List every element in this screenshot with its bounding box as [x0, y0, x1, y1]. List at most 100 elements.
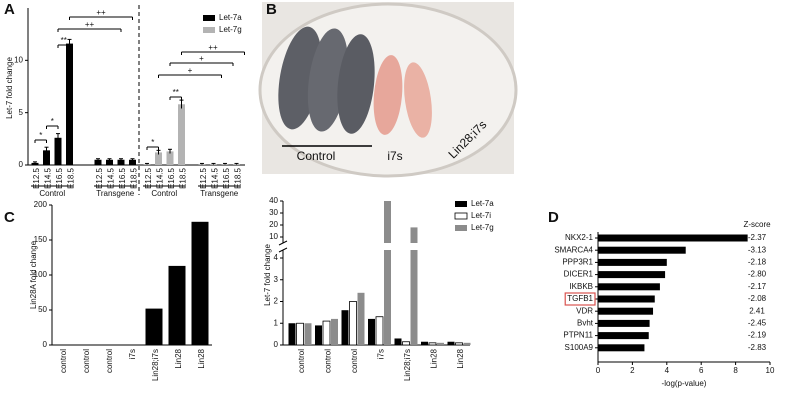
bar [368, 318, 375, 345]
bar [166, 151, 174, 165]
bar [410, 227, 418, 345]
bar [94, 159, 102, 165]
x-tick-label: E18.5 [130, 167, 139, 188]
bar [598, 332, 649, 340]
bar [402, 341, 410, 346]
bar [375, 316, 384, 346]
legend-swatch [455, 201, 467, 207]
y-tick-label: 0 [19, 160, 24, 169]
panel-letter: A [4, 1, 15, 18]
y-tick-label: Bvht [577, 319, 594, 328]
panel-letter: D [548, 209, 559, 226]
bar [168, 265, 186, 345]
y-tick-label: 30 [269, 208, 278, 217]
y-tick-label: 10 [14, 55, 23, 64]
x-tick-label: 8 [733, 366, 738, 375]
legend-swatch [203, 15, 215, 21]
legend-label: Let-7g [471, 223, 494, 232]
bar [428, 342, 437, 346]
legend-swatch [455, 225, 467, 231]
x-tick-label: E16.5 [118, 167, 127, 188]
group-label: Control [151, 189, 177, 198]
panel-letter: B [266, 1, 277, 18]
z-score: -3.13 [748, 245, 767, 254]
bar [598, 246, 686, 254]
bar [598, 307, 654, 315]
significance: ++ [208, 43, 218, 52]
column-header: Z-score [743, 220, 771, 229]
significance: ++ [96, 8, 106, 17]
y-tick-label: 4 [274, 253, 279, 262]
y-tick-label: 0 [43, 340, 48, 349]
x-tick-label: Lin28;i7s [151, 349, 160, 381]
significance: ++ [85, 20, 95, 29]
significance: + [188, 66, 193, 75]
bar [455, 342, 463, 346]
group-label: Transgene [96, 189, 135, 198]
bar [315, 325, 322, 345]
y-axis-label: Let-7 fold change [5, 57, 14, 119]
z-score: -2.37 [748, 233, 767, 242]
legend-label: Let-7a [471, 199, 494, 208]
bar [43, 150, 50, 165]
axis-break-mark [278, 247, 288, 253]
legend-swatch [203, 27, 215, 33]
x-tick-label: E12.5 [95, 167, 104, 188]
x-tick-label: E12.5 [199, 167, 208, 188]
y-tick-label: 100 [34, 270, 48, 279]
x-tick-label: Lin28;i7s [403, 349, 412, 381]
y-tick-label: 3 [274, 275, 279, 284]
bar [191, 221, 209, 345]
bar [117, 159, 125, 165]
bar [421, 341, 428, 345]
bar [598, 258, 667, 266]
x-tick-label: Lin28 [456, 348, 465, 368]
y-tick-label: IKBKB [569, 282, 593, 291]
photo: Control i7s Lin28;i7s [258, 2, 518, 178]
mouse [337, 34, 375, 134]
z-score: -2.08 [748, 294, 767, 303]
bar [106, 159, 113, 165]
legend-label: Let-7g [219, 25, 242, 34]
x-tick-label: Lin28 [430, 348, 439, 368]
mouse [404, 62, 432, 138]
bar [384, 201, 391, 345]
z-score: -2.45 [748, 319, 767, 328]
x-tick-label: E18.5 [234, 167, 243, 188]
y-tick-label: NKX2-1 [565, 233, 594, 242]
y-tick-label: SMARCA4 [554, 245, 593, 254]
y-tick-label: 5 [19, 108, 24, 117]
bar [447, 341, 455, 345]
z-score: -2.80 [748, 270, 767, 279]
x-tick-label: E18.5 [67, 167, 76, 188]
x-tick-label: control [82, 349, 91, 373]
x-tick-label: i7s [128, 349, 137, 359]
legend-swatch [454, 212, 468, 220]
z-score: -2.17 [748, 282, 767, 291]
legend-label: Let-7a [219, 13, 242, 22]
x-tick-label: control [297, 349, 306, 373]
bar [296, 322, 304, 346]
significance: * [39, 131, 42, 140]
x-tick-label: 2 [630, 366, 635, 375]
x-tick-label: E14.5 [211, 167, 220, 188]
bar [463, 342, 471, 345]
bar [155, 152, 162, 165]
bar [598, 319, 650, 327]
bar [357, 292, 365, 345]
x-tick-label: control [59, 349, 68, 373]
x-axis-label: -log(p-value) [662, 379, 707, 388]
group-label: Transgene [200, 189, 239, 198]
x-tick-label: control [350, 349, 359, 373]
bar [598, 295, 655, 303]
x-tick-label: 6 [699, 366, 704, 375]
y-tick-label: 0 [274, 340, 279, 349]
z-score: -2.19 [748, 331, 767, 340]
y-tick-label: PTPN11 [563, 331, 593, 340]
x-tick-label: E16.5 [222, 167, 231, 188]
z-score: 2.41 [749, 306, 765, 315]
y-axis-label: Let-7 fold change [263, 244, 272, 306]
x-tick-label: 0 [596, 366, 601, 375]
bar [598, 271, 666, 279]
